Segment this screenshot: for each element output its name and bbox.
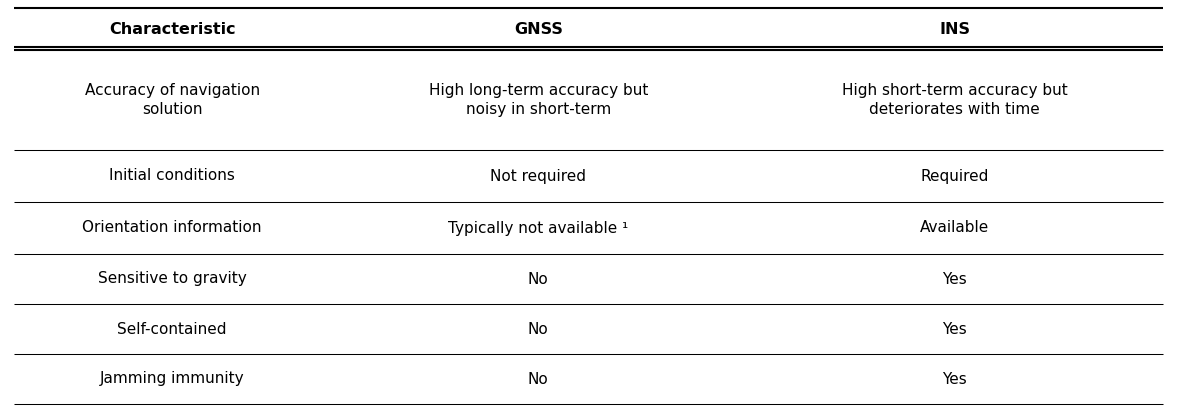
Text: High long-term accuracy but
noisy in short-term: High long-term accuracy but noisy in sho… — [428, 83, 647, 118]
Text: GNSS: GNSS — [514, 21, 563, 37]
Text: Typically not available ¹: Typically not available ¹ — [448, 220, 629, 236]
Text: No: No — [527, 372, 548, 386]
Text: Yes: Yes — [943, 372, 967, 386]
Text: Characteristic: Characteristic — [108, 21, 235, 37]
Text: Accuracy of navigation
solution: Accuracy of navigation solution — [85, 83, 260, 118]
Text: Orientation information: Orientation information — [82, 220, 261, 236]
Text: Not required: Not required — [491, 168, 586, 184]
Text: High short-term accuracy but
deteriorates with time: High short-term accuracy but deteriorate… — [842, 83, 1068, 118]
Text: Yes: Yes — [943, 321, 967, 336]
Text: Jamming immunity: Jamming immunity — [100, 372, 245, 386]
Text: No: No — [527, 271, 548, 286]
Text: Required: Required — [920, 168, 989, 184]
Text: Sensitive to gravity: Sensitive to gravity — [98, 271, 246, 286]
Text: Self-contained: Self-contained — [118, 321, 227, 336]
Text: No: No — [527, 321, 548, 336]
Text: Available: Available — [920, 220, 990, 236]
Text: Initial conditions: Initial conditions — [109, 168, 235, 184]
Text: Yes: Yes — [943, 271, 967, 286]
Text: INS: INS — [939, 21, 970, 37]
